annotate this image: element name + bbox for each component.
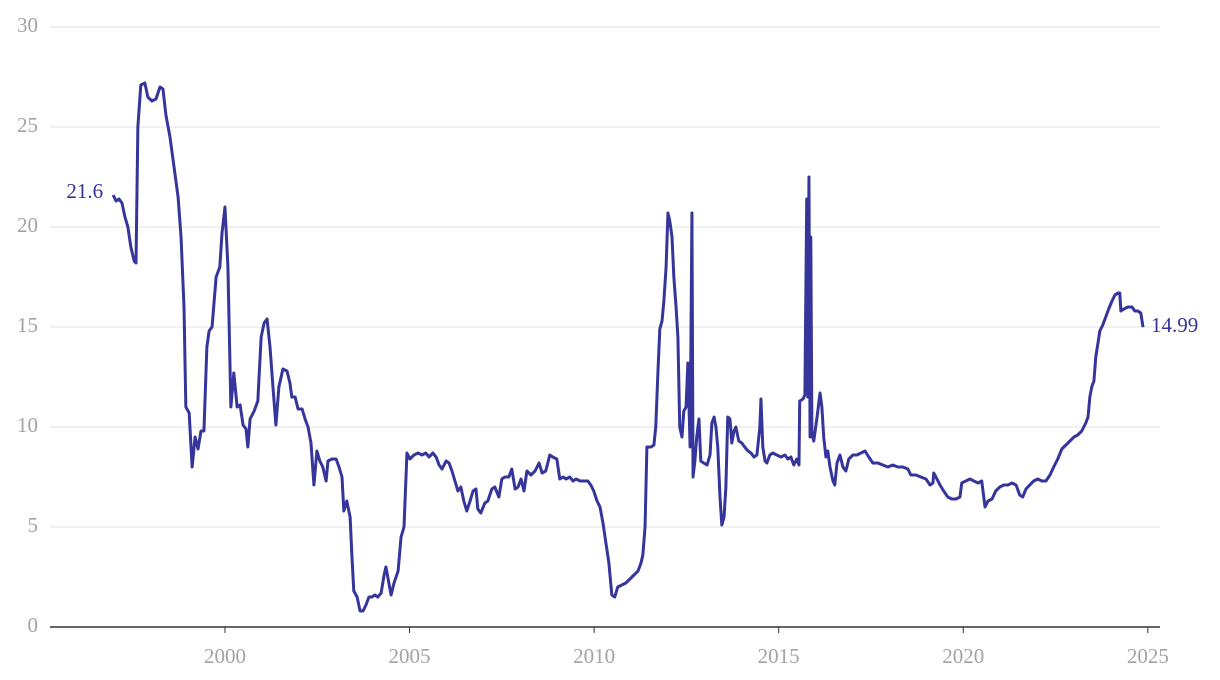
y-tick-label: 5 (28, 513, 39, 537)
y-tick-label: 15 (17, 313, 38, 337)
x-tick-label: 2000 (204, 644, 246, 668)
start-label: 21.6 (66, 179, 103, 203)
y-tick-label: 25 (17, 113, 38, 137)
x-tick-label: 2025 (1127, 644, 1169, 668)
x-tick-label: 2015 (758, 644, 800, 668)
x-tick-label: 2020 (942, 644, 984, 668)
y-tick-label: 0 (28, 613, 39, 637)
y-tick-label: 10 (17, 413, 38, 437)
y-tick-label: 30 (17, 13, 38, 37)
y-tick-label: 20 (17, 213, 38, 237)
x-tick-label: 2010 (573, 644, 615, 668)
end-label: 14.99 (1151, 313, 1198, 337)
x-tick-label: 2005 (389, 644, 431, 668)
data-line (111, 81, 1145, 613)
